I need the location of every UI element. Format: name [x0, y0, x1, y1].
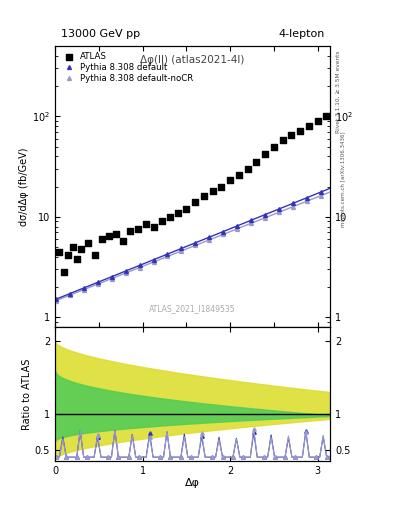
- Pythia 8.308 default: [305, 195, 309, 201]
- Pythia 8.308 default-noCR: [193, 242, 198, 248]
- ATLAS: [227, 176, 233, 184]
- Pythia 8.308 default: [318, 189, 323, 195]
- ATLAS: [288, 131, 295, 139]
- Text: 4-lepton: 4-lepton: [278, 29, 325, 39]
- ATLAS: [236, 171, 242, 179]
- ATLAS: [143, 220, 149, 228]
- ATLAS: [174, 208, 181, 217]
- Pythia 8.308 default-noCR: [207, 237, 212, 243]
- ATLAS: [271, 142, 277, 151]
- Text: mcplots.cern.ch [arXiv:1306.3436]: mcplots.cern.ch [arXiv:1306.3436]: [341, 132, 346, 227]
- Pythia 8.308 default: [109, 273, 114, 280]
- Pythia 8.308 default-noCR: [165, 253, 170, 260]
- ATLAS: [262, 150, 268, 158]
- Pythia 8.308 default: [137, 262, 142, 268]
- Pythia 8.308 default: [53, 296, 58, 302]
- Y-axis label: dσ/dΔφ (fb/GeV): dσ/dΔφ (fb/GeV): [19, 147, 29, 226]
- ATLAS: [209, 187, 216, 195]
- ATLAS: [127, 227, 134, 235]
- Pythia 8.308 default-noCR: [305, 198, 309, 204]
- Pythia 8.308 default: [235, 223, 239, 229]
- Text: Δφ(ll) (atlas2021-4l): Δφ(ll) (atlas2021-4l): [140, 54, 245, 65]
- Y-axis label: Ratio to ATLAS: Ratio to ATLAS: [22, 358, 32, 430]
- ATLAS: [167, 212, 173, 221]
- ATLAS: [218, 182, 224, 190]
- Pythia 8.308 default: [277, 206, 281, 212]
- ATLAS: [297, 126, 303, 135]
- Line: Pythia 8.308 default: Pythia 8.308 default: [54, 190, 323, 301]
- Pythia 8.308 default: [179, 245, 184, 251]
- Pythia 8.308 default-noCR: [95, 281, 100, 287]
- Pythia 8.308 default: [290, 200, 295, 206]
- Line: Pythia 8.308 default-noCR: Pythia 8.308 default-noCR: [54, 194, 323, 303]
- ATLAS: [306, 122, 312, 130]
- Legend: ATLAS, Pythia 8.308 default, Pythia 8.308 default-noCR: ATLAS, Pythia 8.308 default, Pythia 8.30…: [59, 50, 195, 85]
- Pythia 8.308 default-noCR: [263, 215, 267, 221]
- Pythia 8.308 default: [221, 228, 226, 234]
- ATLAS: [113, 229, 119, 238]
- Pythia 8.308 default-noCR: [221, 231, 226, 238]
- ATLAS: [78, 245, 84, 253]
- ATLAS: [65, 250, 71, 259]
- Pythia 8.308 default: [263, 211, 267, 218]
- ATLAS: [323, 112, 330, 120]
- ATLAS: [61, 268, 67, 276]
- Pythia 8.308 default-noCR: [81, 287, 86, 293]
- Pythia 8.308 default-noCR: [137, 265, 142, 271]
- ATLAS: [244, 165, 251, 173]
- Pythia 8.308 default-noCR: [151, 259, 156, 265]
- Pythia 8.308 default: [81, 285, 86, 291]
- ATLAS: [106, 231, 112, 240]
- ATLAS: [99, 235, 105, 243]
- Pythia 8.308 default-noCR: [235, 226, 239, 232]
- ATLAS: [92, 250, 98, 259]
- Pythia 8.308 default: [151, 257, 156, 263]
- Pythia 8.308 default-noCR: [277, 209, 281, 216]
- ATLAS: [183, 205, 189, 213]
- Text: Rivet 3.1.10, ≥ 3.5M events: Rivet 3.1.10, ≥ 3.5M events: [336, 51, 341, 134]
- Pythia 8.308 default-noCR: [290, 204, 295, 210]
- Pythia 8.308 default-noCR: [179, 248, 184, 254]
- Pythia 8.308 default: [95, 279, 100, 285]
- ATLAS: [135, 225, 141, 233]
- Pythia 8.308 default: [207, 234, 212, 240]
- ATLAS: [120, 237, 127, 245]
- ATLAS: [85, 239, 92, 247]
- Pythia 8.308 default-noCR: [249, 220, 253, 226]
- ATLAS: [56, 247, 62, 255]
- ATLAS: [74, 255, 80, 263]
- Text: ATLAS_2021_I1849535: ATLAS_2021_I1849535: [149, 304, 236, 313]
- Pythia 8.308 default-noCR: [123, 270, 128, 276]
- ATLAS: [192, 198, 198, 206]
- ATLAS: [201, 192, 207, 200]
- Pythia 8.308 default: [123, 268, 128, 274]
- Pythia 8.308 default-noCR: [53, 297, 58, 304]
- ATLAS: [253, 158, 259, 166]
- X-axis label: Δφ: Δφ: [185, 478, 200, 488]
- Pythia 8.308 default: [193, 240, 198, 246]
- Pythia 8.308 default: [68, 290, 72, 296]
- Pythia 8.308 default-noCR: [109, 275, 114, 282]
- ATLAS: [314, 117, 321, 125]
- Pythia 8.308 default: [249, 217, 253, 223]
- ATLAS: [159, 217, 165, 225]
- Text: 13000 GeV pp: 13000 GeV pp: [61, 29, 140, 39]
- Pythia 8.308 default: [165, 251, 170, 257]
- ATLAS: [70, 243, 76, 251]
- ATLAS: [279, 136, 286, 144]
- ATLAS: [151, 222, 157, 230]
- Pythia 8.308 default-noCR: [68, 292, 72, 298]
- Pythia 8.308 default-noCR: [318, 193, 323, 199]
